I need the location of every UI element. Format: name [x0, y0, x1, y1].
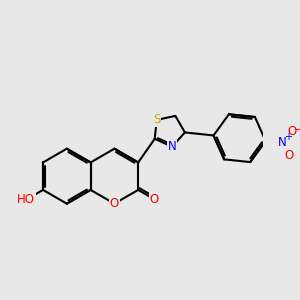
Text: O: O: [284, 149, 294, 162]
Text: −: −: [294, 125, 300, 136]
Text: S: S: [153, 113, 160, 126]
Text: HO: HO: [17, 193, 35, 206]
Text: N: N: [278, 136, 287, 149]
Text: O: O: [287, 125, 296, 138]
Text: O: O: [110, 197, 119, 210]
Text: O: O: [149, 193, 159, 206]
Text: +: +: [284, 133, 292, 142]
Text: N: N: [168, 140, 176, 153]
